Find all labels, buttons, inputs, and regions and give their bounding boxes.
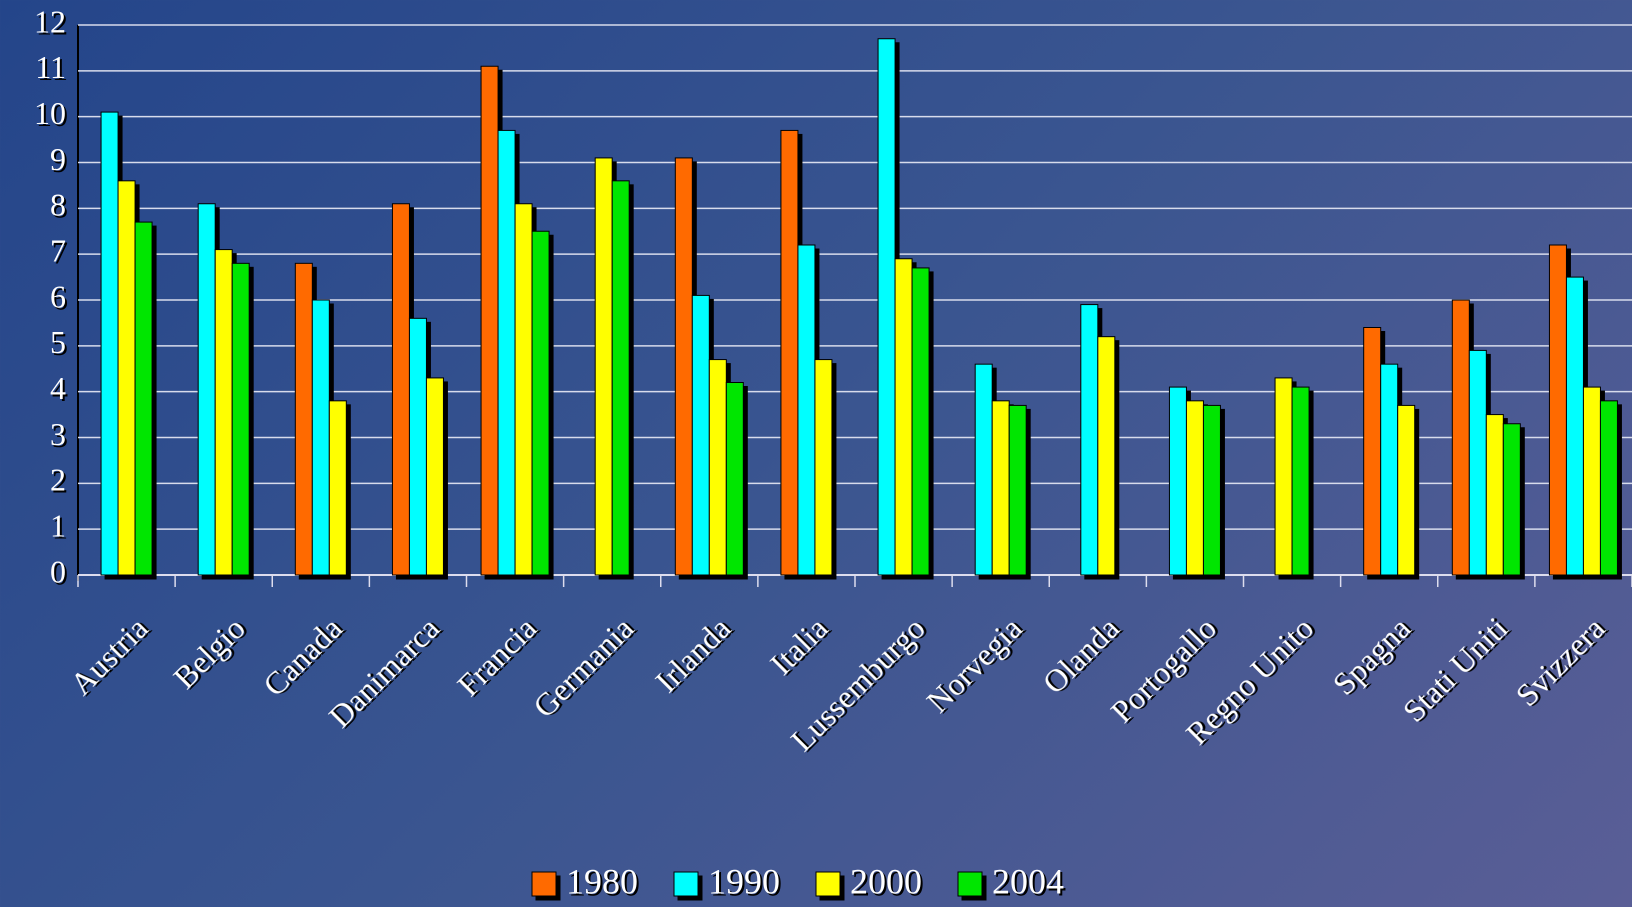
legend-swatch: [815, 871, 841, 897]
bar: [691, 294, 710, 576]
bar: [894, 258, 913, 576]
x-tick-label: Italia: [763, 610, 835, 682]
x-tick-label: Irlanda: [648, 610, 738, 700]
x-tick-label: Olanda: [1035, 610, 1126, 701]
bar: [514, 203, 533, 576]
bar: [1451, 299, 1470, 576]
bar: [391, 203, 410, 576]
y-tick-label: 9: [50, 141, 66, 177]
bar: [594, 157, 613, 576]
y-tick-label: 1: [50, 508, 66, 544]
y-tick-label: 8: [50, 187, 66, 223]
bar: [1291, 386, 1310, 576]
x-tick-label: Belgio: [166, 610, 252, 696]
x-tick-label: Norvegia: [919, 610, 1029, 720]
x-tick-label: Spagna: [1325, 610, 1417, 702]
x-tick-label: Svizzera: [1508, 610, 1611, 713]
x-tick-label: Germania: [526, 610, 641, 725]
bar: [611, 180, 630, 576]
bar: [1548, 244, 1567, 576]
y-tick-label: 0: [50, 553, 66, 589]
bar: [780, 129, 799, 576]
bar: [1274, 377, 1293, 576]
x-tick-label: Canada: [256, 610, 349, 703]
bar: [814, 359, 833, 576]
bar: [425, 377, 444, 576]
y-tick-label: 6: [50, 278, 66, 314]
bar: [134, 221, 153, 576]
bar: [311, 299, 330, 576]
bar: [1008, 404, 1027, 576]
bar: [100, 111, 119, 576]
bar: [117, 180, 136, 576]
bar: [877, 38, 896, 576]
legend-label: 1990: [708, 861, 780, 901]
legend-label: 2004: [992, 861, 1064, 901]
y-tick-label: 11: [35, 49, 66, 85]
bar: [911, 267, 930, 576]
y-tick-label: 3: [50, 416, 66, 452]
bar: [294, 262, 313, 576]
bar: [480, 65, 499, 576]
legend-label: 1980: [566, 861, 638, 901]
bar: [725, 382, 744, 576]
bar: [674, 157, 693, 576]
bar: [1168, 386, 1187, 576]
y-tick-label: 12: [34, 3, 66, 39]
bar: [1080, 304, 1099, 576]
y-tick-label: 10: [34, 95, 66, 131]
bar: [231, 262, 250, 576]
bar: [991, 400, 1010, 576]
y-tick-label: 5: [50, 324, 66, 360]
bar: [197, 203, 216, 576]
bar: [1502, 423, 1521, 576]
bar: [1582, 386, 1601, 576]
bar: [1485, 414, 1504, 576]
legend: 1980 1990 2000 2004: [531, 861, 1064, 901]
y-tick-label: 7: [50, 233, 66, 269]
x-tick-label: Austria: [63, 610, 155, 702]
legend-swatch: [531, 871, 557, 897]
bar: [1468, 349, 1487, 576]
bar: [214, 249, 233, 576]
bar: [531, 230, 550, 576]
bar: [1380, 363, 1399, 576]
legend-swatch: [673, 871, 699, 897]
bar: [1097, 336, 1116, 576]
x-tick-label: Stati Uniti: [1395, 610, 1514, 729]
bar: [1363, 327, 1382, 576]
legend-label: 2000: [850, 861, 922, 901]
y-tick-label: 4: [50, 370, 66, 406]
bar: [1397, 404, 1416, 576]
bar: [1202, 404, 1221, 576]
bar: [974, 363, 993, 576]
legend-swatch: [957, 871, 983, 897]
bar: [1599, 400, 1618, 576]
bar: [708, 359, 727, 576]
bar: [1565, 276, 1584, 576]
x-tick-label: Francia: [450, 610, 543, 703]
y-tick-label: 2: [50, 462, 66, 498]
bar: [497, 129, 516, 576]
bar: [1185, 400, 1204, 576]
bar: [408, 317, 427, 576]
bar: [797, 244, 816, 576]
bar: [328, 400, 347, 576]
